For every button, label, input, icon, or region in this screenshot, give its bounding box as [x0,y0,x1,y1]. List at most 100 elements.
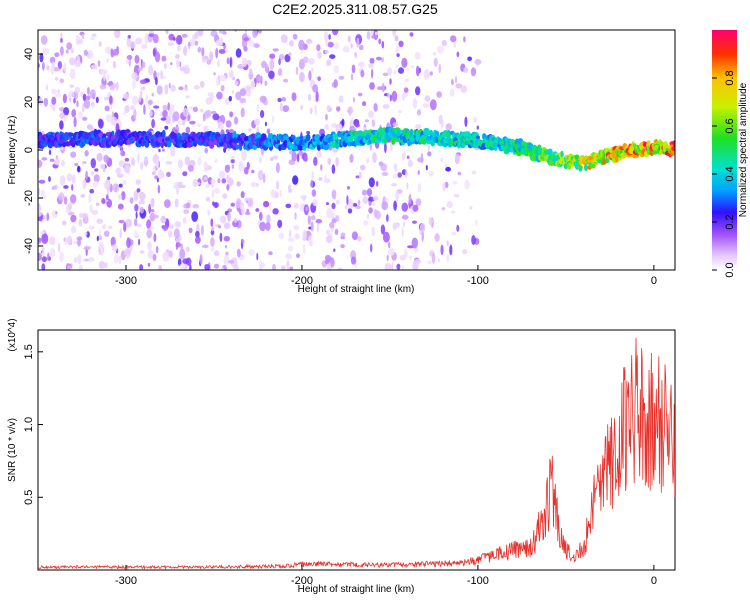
noise-cell [215,39,223,47]
noise-cell [326,229,330,235]
noise-cell [164,199,171,209]
noise-cell [362,196,369,204]
noise-cell [264,121,267,127]
noise-cell [241,239,245,244]
ridge-cell [476,135,480,140]
noise-cell [89,188,95,194]
noise-cell [291,92,297,102]
noise-cell [275,162,280,174]
noise-cell [168,82,171,89]
noise-cell [311,170,314,181]
noise-cell [398,67,404,74]
noise-cell [138,94,142,103]
noise-cell [302,244,306,255]
noise-cell [240,107,245,118]
noise-cell [98,242,104,249]
noise-cell [101,198,106,204]
noise-cell [131,95,139,106]
noise-cell [436,45,444,54]
ridge-cell [111,130,115,137]
ridge-cell [144,141,150,148]
noise-cell [233,218,237,223]
noise-cell [414,258,422,265]
ridge-cell [260,133,267,141]
y-tick-label: 20 [23,96,35,108]
noise-cell [204,264,210,270]
noise-cell [216,91,223,100]
ridge-cell [349,138,353,143]
ridge-cell [578,164,583,172]
noise-cell [334,42,340,50]
noise-cell [223,235,230,242]
noise-cell [59,112,65,119]
noise-cell [288,229,292,239]
noise-cell [308,235,313,245]
spectrogram-x-label: Height of straight line (km) [298,284,415,295]
noise-cell [470,67,477,77]
noise-cell [71,174,76,184]
noise-cell [38,211,42,217]
noise-cell [51,96,57,106]
noise-cell [422,103,430,108]
noise-cell [395,224,400,228]
noise-cell [80,193,86,198]
noise-cell [259,260,263,270]
noise-cell [289,40,294,47]
noise-cell [189,120,196,125]
noise-cell [370,243,373,253]
noise-cell [300,105,304,110]
noise-cell [181,33,188,38]
noise-cell [209,51,214,61]
noise-cell [354,51,357,59]
noise-cell [228,69,234,79]
noise-cell [89,89,96,99]
noise-cell [384,142,387,154]
noise-cell [234,81,239,86]
spectrogram-y-ticks: -40 -20 0 20 40 [23,48,43,254]
noise-cell [315,219,323,224]
ridge-cell [671,145,675,152]
noise-cell [220,84,225,92]
noise-cell [369,57,375,64]
noise-cell [117,203,124,210]
noise-cell [432,52,437,56]
noise-cell [84,150,89,157]
noise-cell [316,44,321,52]
noise-cell [323,178,331,183]
noise-cell [189,106,194,110]
noise-cell [90,171,95,176]
ridge-cell [527,142,534,151]
noise-cell [86,95,91,101]
noise-cell [161,55,167,62]
noise-cell [368,63,374,69]
noise-cell [325,113,328,121]
noise-cell [38,252,42,261]
noise-cell [335,123,343,134]
noise-cell [95,96,99,104]
noise-cell [62,93,67,104]
spectrogram-cells [38,30,675,270]
noise-cell [103,230,110,237]
noise-cell [70,194,77,204]
noise-cell [253,43,260,48]
noise-cell [122,93,130,100]
noise-cell [352,203,358,207]
noise-cell [441,39,447,47]
ridge-cell [209,143,215,149]
noise-cell [129,197,134,204]
y-tick-label: 1.5 [23,344,35,359]
ridge-cell [250,133,256,139]
ridge-cell [646,140,651,146]
noise-cell [392,30,397,37]
x-tick-label: -200 [291,275,313,287]
noise-cell [210,178,216,185]
noise-cell [105,114,112,123]
noise-cell [83,247,91,250]
noise-cell [241,57,248,67]
y-tick-label: -40 [23,238,35,254]
noise-cell [370,68,374,79]
noise-cell [182,217,187,224]
noise-cell [210,237,215,247]
noise-cell [250,80,256,90]
noise-cell [222,193,228,199]
